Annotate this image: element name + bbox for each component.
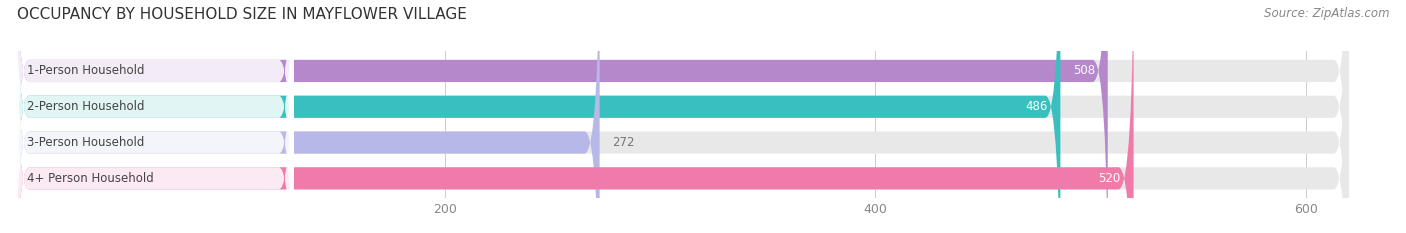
FancyBboxPatch shape xyxy=(14,0,294,233)
Text: 1-Person Household: 1-Person Household xyxy=(27,65,145,77)
Text: 486: 486 xyxy=(1025,100,1047,113)
Text: 272: 272 xyxy=(613,136,636,149)
Text: 508: 508 xyxy=(1073,65,1095,77)
Text: 520: 520 xyxy=(1098,172,1121,185)
Text: 4+ Person Household: 4+ Person Household xyxy=(27,172,153,185)
Text: 3-Person Household: 3-Person Household xyxy=(27,136,145,149)
FancyBboxPatch shape xyxy=(14,0,1348,233)
FancyBboxPatch shape xyxy=(14,0,1060,233)
FancyBboxPatch shape xyxy=(14,0,294,233)
FancyBboxPatch shape xyxy=(14,0,1348,233)
Text: Source: ZipAtlas.com: Source: ZipAtlas.com xyxy=(1264,7,1389,20)
FancyBboxPatch shape xyxy=(14,0,1133,233)
Text: OCCUPANCY BY HOUSEHOLD SIZE IN MAYFLOWER VILLAGE: OCCUPANCY BY HOUSEHOLD SIZE IN MAYFLOWER… xyxy=(17,7,467,22)
FancyBboxPatch shape xyxy=(14,0,1348,233)
Text: 2-Person Household: 2-Person Household xyxy=(27,100,145,113)
FancyBboxPatch shape xyxy=(14,0,1108,233)
FancyBboxPatch shape xyxy=(14,0,1348,233)
FancyBboxPatch shape xyxy=(14,0,294,233)
FancyBboxPatch shape xyxy=(14,0,599,233)
FancyBboxPatch shape xyxy=(14,0,294,233)
